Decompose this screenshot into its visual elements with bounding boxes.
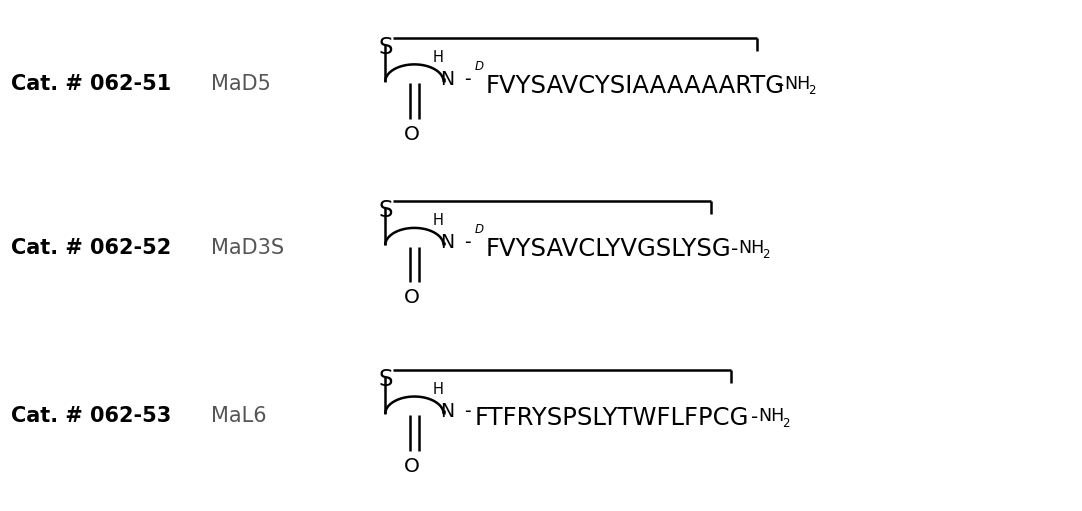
Text: S: S	[379, 35, 393, 59]
Text: NH: NH	[784, 75, 810, 94]
Text: H: H	[433, 382, 444, 397]
Text: NH: NH	[738, 239, 765, 257]
Text: D: D	[475, 60, 484, 73]
Text: -: -	[464, 233, 471, 252]
Text: -: -	[464, 69, 471, 89]
Text: H: H	[433, 214, 444, 228]
Text: S: S	[379, 199, 393, 222]
Text: N: N	[440, 233, 454, 252]
Text: MaD5: MaD5	[211, 74, 270, 95]
Text: N: N	[440, 69, 454, 89]
Text: O: O	[405, 457, 420, 476]
Text: FVYSAVCYSIAAAAAARTG: FVYSAVCYSIAAAAAARTG	[486, 74, 784, 98]
Text: 2: 2	[782, 416, 790, 430]
Text: H: H	[433, 50, 444, 65]
Text: FVYSAVCLYVGSLYSG: FVYSAVCLYVGSLYSG	[486, 238, 731, 261]
Text: S: S	[379, 367, 393, 391]
Text: -: -	[751, 408, 757, 428]
Text: Cat. # 062-51: Cat. # 062-51	[11, 74, 171, 95]
Text: MaD3S: MaD3S	[211, 238, 285, 258]
Text: 2: 2	[762, 248, 769, 261]
Text: Cat. # 062-52: Cat. # 062-52	[11, 238, 171, 258]
Text: -: -	[464, 402, 471, 421]
Text: O: O	[405, 288, 420, 307]
Text: N: N	[440, 402, 454, 421]
Text: -: -	[730, 240, 738, 259]
Text: MaL6: MaL6	[211, 406, 266, 427]
Text: NH: NH	[758, 407, 784, 426]
Text: D: D	[475, 223, 484, 236]
Text: Cat. # 062-53: Cat. # 062-53	[11, 406, 171, 427]
Text: FTFRYSPSLYTWFLFPCG: FTFRYSPSLYTWFLFPCG	[475, 406, 750, 430]
Text: O: O	[405, 125, 420, 144]
Text: -: -	[777, 76, 784, 96]
Text: 2: 2	[808, 84, 816, 98]
